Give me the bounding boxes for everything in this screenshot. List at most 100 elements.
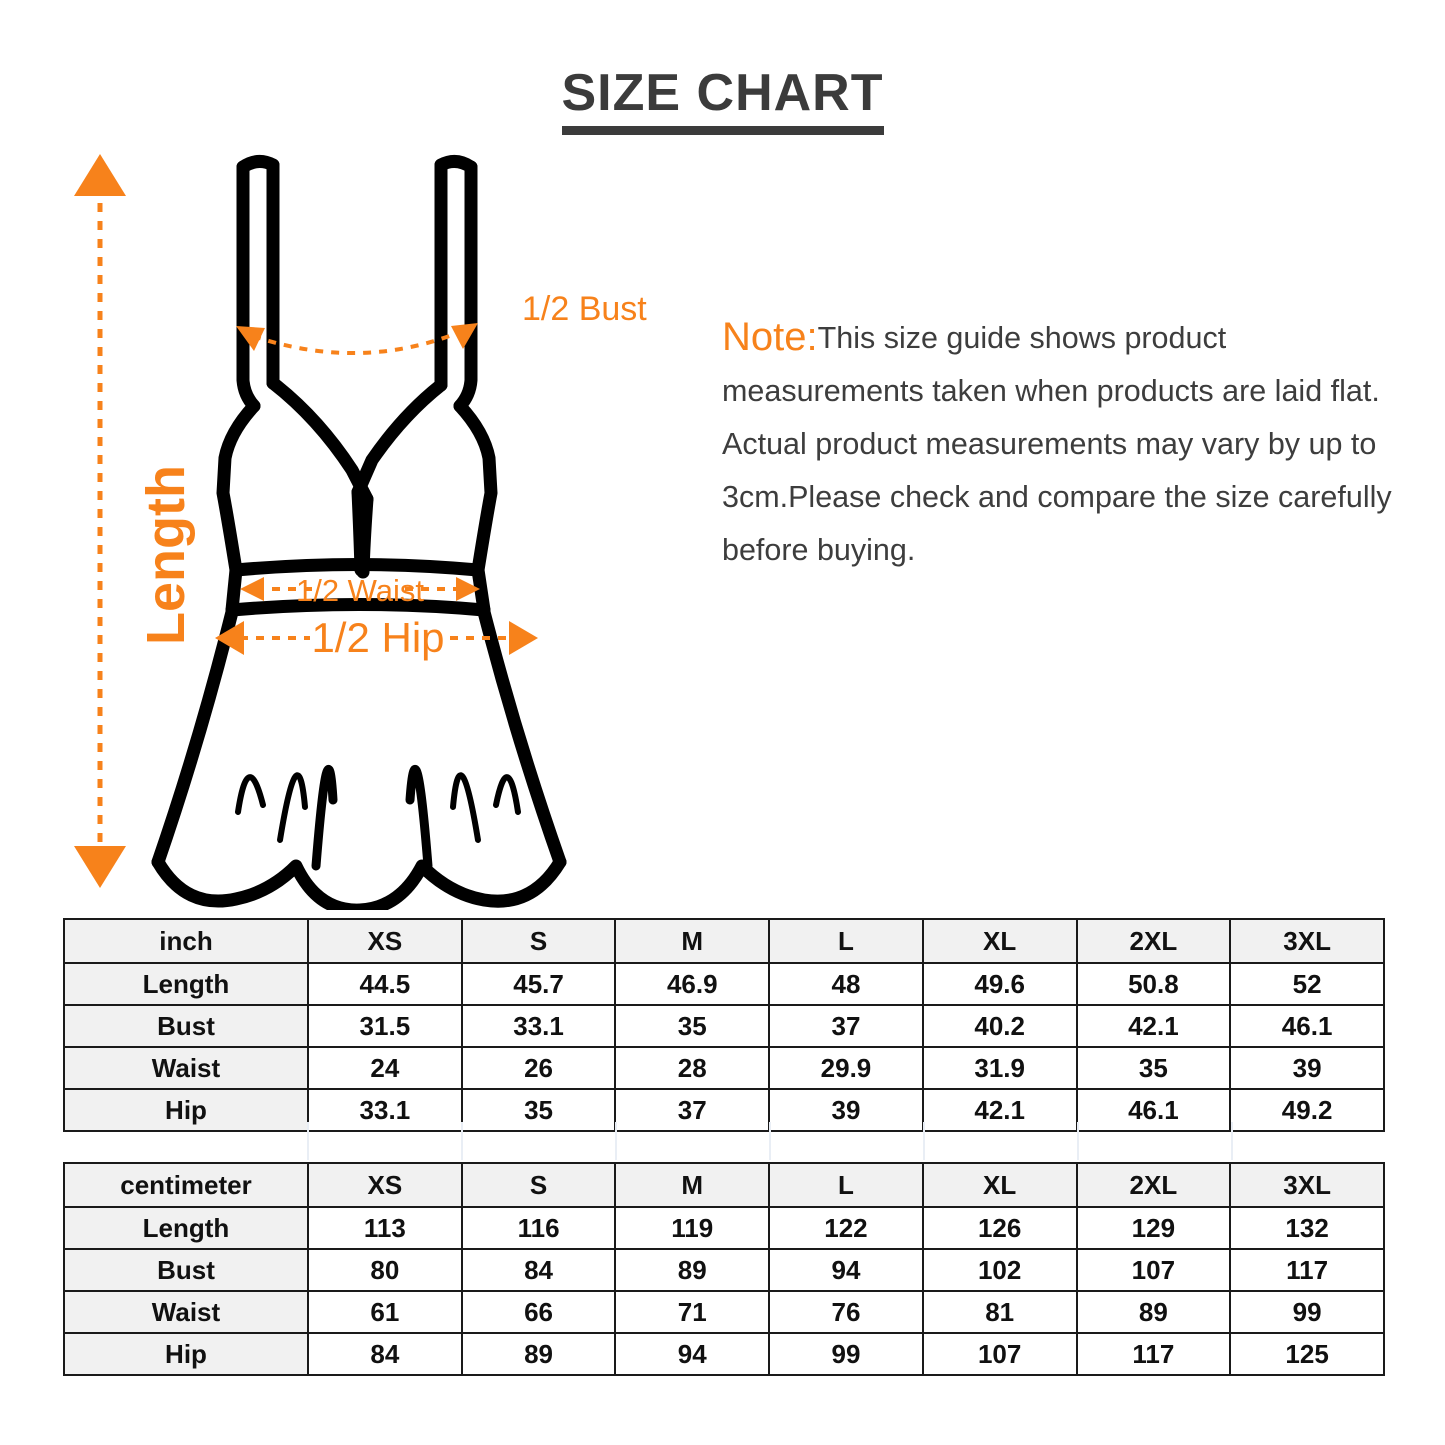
cell: 48: [768, 962, 924, 1006]
table-row: Hip 84 89 94 99 107 117 125: [63, 1332, 1385, 1376]
cell: 35: [614, 1004, 771, 1048]
unit-header-centimeter: centimeter: [63, 1162, 309, 1208]
table-row: Length 113 116 119 122 126 129 132: [63, 1206, 1385, 1250]
cell: 49.6: [921, 962, 1078, 1006]
page-title: SIZE CHART: [561, 66, 884, 135]
col-header-xl: XL: [921, 918, 1078, 964]
note-paragraph: Note:This size guide shows product measu…: [722, 312, 1402, 577]
cell: 132: [1229, 1206, 1385, 1250]
length-measure-arrow: [74, 154, 126, 888]
col-header-xl: XL: [921, 1162, 1078, 1208]
cell: 37: [614, 1088, 771, 1132]
skirt-center-pleats: [311, 764, 433, 871]
row-label-waist: Waist: [63, 1290, 309, 1334]
cell: 71: [614, 1290, 771, 1334]
dress-silhouette-icon: [151, 155, 567, 910]
table-row: Hip 33.1 35 37 39 42.1 46.1 49.2: [63, 1088, 1385, 1132]
col-header-l: L: [768, 1162, 924, 1208]
cell: 35: [1075, 1046, 1232, 1090]
col-header-3xl: 3XL: [1229, 918, 1385, 964]
cell: 66: [460, 1290, 617, 1334]
cell: 99: [768, 1332, 924, 1376]
cell: 102: [921, 1248, 1078, 1292]
cell: 26: [460, 1046, 617, 1090]
table-row: Waist 61 66 71 76 81 89 99: [63, 1290, 1385, 1334]
cell: 37: [768, 1004, 924, 1048]
cell: 89: [1075, 1290, 1232, 1334]
cell: 40.2: [921, 1004, 1078, 1048]
col-header-xs: XS: [307, 918, 463, 964]
cell: 116: [460, 1206, 617, 1250]
cell: 125: [1229, 1332, 1385, 1376]
row-label-hip: Hip: [63, 1332, 309, 1376]
note-block: Note:This size guide shows product measu…: [722, 312, 1402, 577]
cell: 49.2: [1229, 1088, 1385, 1132]
row-label-bust: Bust: [63, 1248, 309, 1292]
length-label: Length: [136, 465, 196, 645]
cell: 28: [614, 1046, 771, 1090]
cell: 94: [768, 1248, 924, 1292]
row-label-hip: Hip: [63, 1088, 309, 1132]
table-row: Waist 24 26 28 29.9 31.9 35 39: [63, 1046, 1385, 1090]
cell: 42.1: [921, 1088, 1078, 1132]
cell: 84: [460, 1248, 617, 1292]
col-header-3xl: 3XL: [1229, 1162, 1385, 1208]
cell: 39: [1229, 1046, 1385, 1090]
skirt-pleat-lines-right: [450, 772, 521, 843]
cell: 42.1: [1075, 1004, 1232, 1048]
gap-divider-tick: [923, 1122, 925, 1160]
cell: 33.1: [307, 1088, 463, 1132]
unit-header-inch: inch: [63, 918, 309, 964]
half-hip-measure-arrow: [215, 621, 538, 655]
cell: 61: [307, 1290, 463, 1334]
cell: 113: [307, 1206, 463, 1250]
dress-measurement-diagram: Length 1/2 Bust 1/2 Waist 1/2 Hip: [60, 140, 720, 910]
cell: 107: [921, 1332, 1078, 1376]
cell: 89: [460, 1332, 617, 1376]
cell: 50.8: [1075, 962, 1232, 1006]
skirt-pleat-lines: [235, 772, 308, 843]
cell: 89: [614, 1248, 771, 1292]
row-label-waist: Waist: [63, 1046, 309, 1090]
cell: 31.9: [921, 1046, 1078, 1090]
gap-divider-tick: [307, 1122, 309, 1160]
col-header-xs: XS: [307, 1162, 463, 1208]
cell: 44.5: [307, 962, 463, 1006]
cell: 126: [921, 1206, 1078, 1250]
table-row: Bust 80 84 89 94 102 107 117: [63, 1248, 1385, 1292]
cell: 39: [768, 1088, 924, 1132]
gap-divider-tick: [1077, 1122, 1079, 1160]
table-header-row: inch XS S M L XL 2XL 3XL: [63, 918, 1385, 964]
cell: 33.1: [460, 1004, 617, 1048]
col-header-s: S: [460, 1162, 617, 1208]
cell: 46.9: [614, 962, 771, 1006]
cell: 24: [307, 1046, 463, 1090]
row-label-length: Length: [63, 1206, 309, 1250]
cell: 76: [768, 1290, 924, 1334]
size-table-centimeter: centimeter XS S M L XL 2XL 3XL Length 11…: [63, 1162, 1385, 1376]
cell: 80: [307, 1248, 463, 1292]
col-header-s: S: [460, 918, 617, 964]
cell: 94: [614, 1332, 771, 1376]
cell: 46.1: [1229, 1004, 1385, 1048]
half-waist-measure-arrow: [240, 577, 480, 601]
gap-divider-tick: [769, 1122, 771, 1160]
cell: 45.7: [460, 962, 617, 1006]
gap-divider-tick: [1231, 1122, 1233, 1160]
table-row: Length 44.5 45.7 46.9 48 49.6 50.8 52: [63, 962, 1385, 1006]
col-header-2xl: 2XL: [1075, 918, 1232, 964]
cell: 117: [1075, 1332, 1232, 1376]
cell: 117: [1229, 1248, 1385, 1292]
row-label-length: Length: [63, 962, 309, 1006]
half-bust-label: 1/2 Bust: [522, 290, 647, 328]
col-header-2xl: 2XL: [1075, 1162, 1232, 1208]
title-block: SIZE CHART: [0, 66, 1445, 135]
cell: 84: [307, 1332, 463, 1376]
cell: 29.9: [768, 1046, 924, 1090]
cell: 35: [460, 1088, 617, 1132]
col-header-l: L: [768, 918, 924, 964]
size-table-inch: inch XS S M L XL 2XL 3XL Length 44.5 45.…: [63, 918, 1385, 1132]
cell: 99: [1229, 1290, 1385, 1334]
cell: 129: [1075, 1206, 1232, 1250]
gap-divider-tick: [461, 1122, 463, 1160]
